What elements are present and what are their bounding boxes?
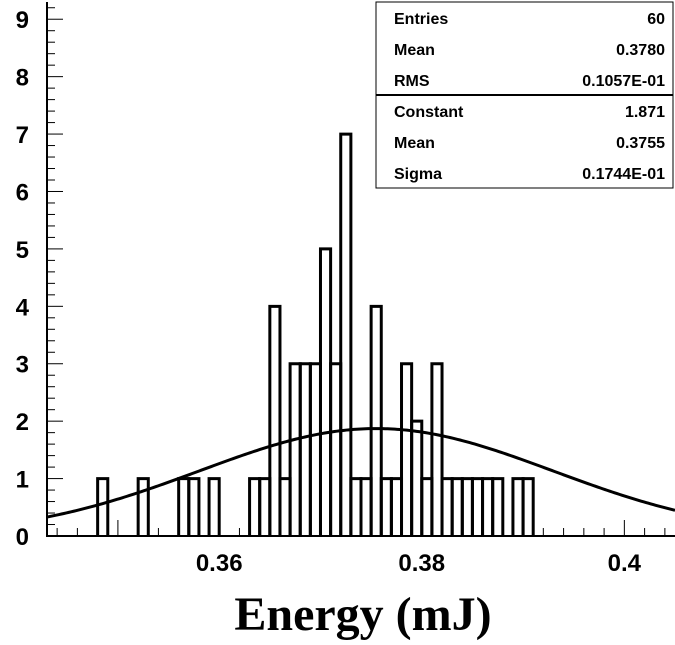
stats-value: 0.1057E-01: [582, 73, 665, 90]
x-tick-label: 0.36: [196, 550, 243, 577]
histogram-bin: [207, 477, 221, 536]
histogram-bin: [298, 362, 312, 536]
histogram-bin: [136, 477, 150, 536]
x-tick-label: 0.4: [608, 550, 642, 577]
histogram-bin: [248, 477, 262, 536]
y-tick-label: 8: [16, 65, 29, 92]
y-tick-label: 9: [16, 7, 29, 34]
gaussian-fit-curve: [46, 427, 675, 519]
y-tick-label: 3: [16, 352, 29, 379]
histogram-bin: [491, 477, 505, 536]
histogram-bin: [349, 477, 363, 536]
histogram-bin: [460, 477, 474, 536]
x-tick-label: 0.38: [398, 550, 445, 577]
histogram-bin: [511, 477, 525, 536]
stats-label: Sigma: [394, 166, 442, 183]
histogram-bin: [359, 477, 373, 536]
histogram-bin: [339, 132, 353, 536]
histogram-bin: [400, 362, 414, 536]
stats-label: Mean: [394, 135, 435, 152]
y-tick-label: 4: [16, 294, 30, 321]
stats-box: Entries 60 Mean 0.3780 RMS 0.1057E-01 Constant…: [375, 1, 674, 189]
histogram-bin: [379, 477, 393, 536]
histogram-bin: [389, 477, 404, 536]
y-tick-label: 7: [16, 122, 29, 149]
stats-value: 0.3755: [616, 135, 665, 152]
y-tick-label: 1: [16, 467, 29, 494]
histogram-bin: [481, 477, 495, 536]
histogram-bin: [420, 477, 434, 536]
histogram-bin: [187, 477, 201, 536]
stats-value: 60: [647, 11, 665, 28]
histogram-bin: [410, 419, 424, 536]
histogram-bin: [268, 304, 282, 536]
y-tick-label: 5: [16, 237, 29, 264]
y-tick-label: 0: [16, 524, 29, 551]
x-axis-ticks: 0.36 0.38 0.4: [56, 520, 666, 577]
histogram-bin: [329, 362, 343, 536]
histogram-bin: [288, 362, 302, 536]
x-axis-label: Energy (mJ): [234, 588, 491, 641]
stats-label: Entries: [394, 11, 448, 28]
stats-value: 1.871: [625, 104, 665, 121]
y-axis-ticks: 0 1 2 3 4 5 6 7 8 9: [16, 7, 63, 551]
histogram-bin: [308, 362, 322, 536]
histogram-bin: [450, 477, 464, 536]
histogram-bin: [96, 477, 110, 536]
histogram-bars: [96, 132, 535, 536]
histogram-bin: [430, 362, 444, 536]
histogram-bin: [521, 477, 535, 536]
histogram-bin: [369, 304, 383, 536]
histogram-bin: [258, 477, 272, 536]
y-tick-label: 6: [16, 179, 29, 206]
histogram-bin: [318, 247, 333, 536]
histogram-bin: [177, 477, 191, 536]
stats-label: Mean: [394, 42, 435, 59]
stats-label: RMS: [394, 73, 430, 90]
histogram-bin: [278, 477, 292, 536]
histogram-bin: [470, 477, 485, 536]
y-tick-label: 2: [16, 409, 29, 436]
stats-value: 0.3780: [616, 42, 665, 59]
stats-value: 0.1744E-01: [582, 166, 665, 183]
stats-label: Constant: [394, 104, 464, 121]
histogram-bin: [440, 477, 454, 536]
